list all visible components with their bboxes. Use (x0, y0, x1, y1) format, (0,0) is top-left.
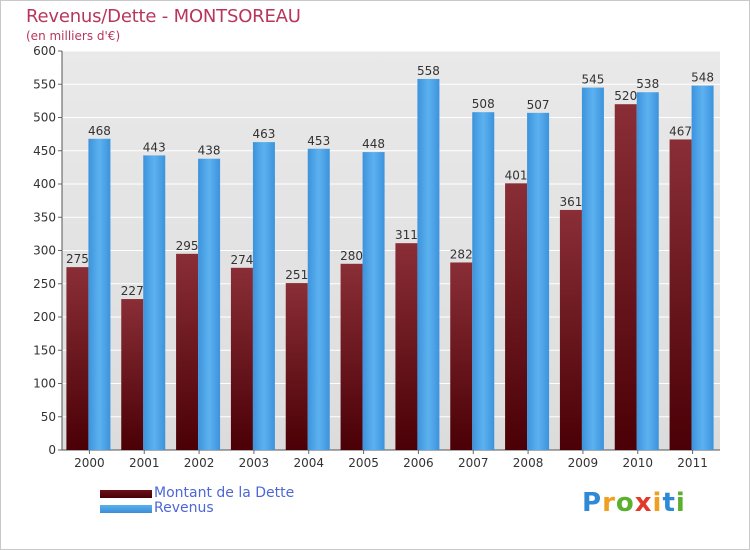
y-tick-label: 100 (33, 377, 56, 391)
x-tick-label: 2007 (458, 456, 489, 470)
bar-dette (66, 267, 89, 450)
data-label-dette: 275 (66, 252, 89, 266)
y-tick-label: 300 (33, 244, 56, 258)
bar-revenus (527, 112, 550, 450)
bar-revenus (362, 152, 385, 450)
data-label-revenus: 463 (252, 127, 275, 141)
proxiti-logo: Proxiti (582, 488, 686, 518)
data-label-revenus: 448 (362, 137, 385, 151)
logo-letter: x (634, 488, 653, 518)
data-label-dette: 280 (340, 249, 363, 263)
bar-dette (340, 263, 363, 450)
data-label-dette: 520 (614, 89, 637, 103)
x-tick-label: 2004 (293, 456, 324, 470)
y-tick-label: 550 (33, 77, 56, 91)
chart-subtitle: (en milliers d'€) (26, 29, 121, 43)
y-tick-label: 150 (33, 343, 56, 357)
chart-title: Revenus/Dette - MONTSOREAU (26, 6, 301, 27)
bar-revenus (417, 78, 440, 451)
y-tick-label: 350 (33, 210, 56, 224)
bar-revenus (472, 112, 495, 451)
data-label-dette: 361 (559, 195, 582, 209)
data-label-revenus: 548 (691, 71, 714, 85)
y-tick-label: 450 (33, 144, 56, 158)
data-label-dette: 401 (505, 168, 528, 182)
data-label-revenus: 438 (198, 144, 221, 158)
y-tick-label: 400 (33, 177, 56, 191)
bar-revenus (198, 158, 221, 451)
bar-revenus (691, 85, 714, 450)
data-label-revenus: 507 (527, 98, 550, 112)
data-label-dette: 251 (285, 268, 308, 282)
x-tick-label: 2005 (348, 456, 379, 470)
bar-revenus (581, 87, 604, 450)
logo-letter: P (582, 488, 603, 518)
bar-dette (669, 139, 692, 450)
y-tick-label: 0 (48, 443, 56, 457)
data-label-revenus: 558 (417, 64, 440, 78)
legend-swatch-revenus (100, 505, 152, 513)
bar-revenus (88, 138, 111, 450)
bar-dette (121, 299, 144, 450)
x-tick-label: 2000 (74, 456, 105, 470)
bar-revenus (252, 142, 275, 451)
logo-letter: i (652, 488, 663, 518)
bar-dette (285, 283, 308, 450)
data-label-dette: 282 (450, 247, 473, 261)
bar-dette (176, 253, 199, 450)
y-tick-label: 250 (33, 277, 56, 291)
data-label-dette: 467 (669, 124, 692, 138)
bar-dette (450, 262, 473, 450)
data-label-dette: 274 (230, 253, 253, 267)
x-tick-label: 2001 (129, 456, 160, 470)
x-tick-label: 2009 (568, 456, 599, 470)
bar-revenus (307, 148, 330, 450)
x-tick-label: 2011 (677, 456, 708, 470)
logo-letter: i (675, 488, 686, 518)
data-label-dette: 227 (121, 284, 144, 298)
x-tick-label: 2002 (184, 456, 215, 470)
bar-revenus (143, 155, 166, 450)
bar-dette (395, 243, 418, 450)
logo-letter: o (615, 488, 635, 518)
legend-swatch-dette (100, 490, 152, 498)
data-label-revenus: 545 (581, 73, 604, 87)
bar-dette (559, 209, 582, 450)
data-label-revenus: 468 (88, 124, 111, 138)
y-tick-label: 600 (33, 44, 56, 58)
bar-dette (614, 104, 637, 450)
logo-letter: r (602, 488, 616, 518)
data-label-dette: 311 (395, 228, 418, 242)
bar-dette (505, 183, 528, 450)
data-label-revenus: 508 (472, 97, 495, 111)
data-label-revenus: 453 (307, 134, 330, 148)
x-tick-label: 2006 (403, 456, 434, 470)
y-tick-label: 200 (33, 310, 56, 324)
legend-label-dette: Montant de la Dette (154, 485, 295, 501)
data-label-revenus: 538 (636, 77, 659, 91)
x-tick-label: 2008 (513, 456, 544, 470)
data-label-dette: 295 (176, 239, 199, 253)
x-tick-label: 2003 (239, 456, 270, 470)
x-tick-label: 2010 (622, 456, 653, 470)
y-tick-label: 500 (33, 111, 56, 125)
y-tick-label: 50 (41, 410, 56, 424)
bar-dette (230, 267, 253, 450)
legend-label-revenus: Revenus (154, 500, 214, 516)
logo-letter: t (662, 488, 676, 518)
data-label-revenus: 443 (143, 140, 166, 154)
bar-revenus (636, 92, 659, 450)
